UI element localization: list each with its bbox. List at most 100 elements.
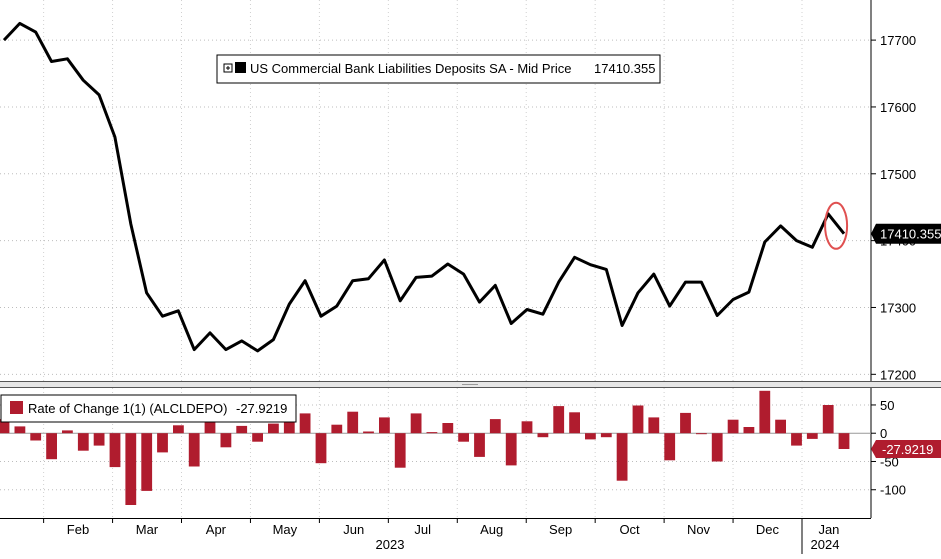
lower-y-tick-label: 0 <box>880 426 887 441</box>
lower-series-bar <box>489 419 501 434</box>
lower-series-bar <box>664 433 676 461</box>
panel-divider <box>0 381 941 388</box>
lower-legend-label: Rate of Change 1(1) (ALCLDEPO) <box>28 401 227 416</box>
lower-series-bar <box>157 433 168 453</box>
lower-series-bar <box>632 405 644 434</box>
upper-y-tick-label: 17300 <box>880 300 916 315</box>
lower-panel: 50 0 -50 -100 <box>0 388 906 518</box>
lower-series-bar <box>743 427 755 434</box>
x-tick-label: Mar <box>136 522 159 537</box>
x-tick-label: May <box>273 522 298 537</box>
lower-series-bar <box>299 413 311 434</box>
upper-y-ticks: 177001760017500174001730017200 <box>871 33 916 382</box>
upper-series-line <box>2 21 846 353</box>
x-tick-label: Apr <box>206 522 227 537</box>
lower-series-bar <box>252 433 263 442</box>
x-year-label: 2023 <box>376 537 405 552</box>
lower-series-bar <box>331 424 343 434</box>
upper-last-value-tag-shape <box>871 223 941 244</box>
upper-y-tick-label: 17500 <box>880 167 916 182</box>
lower-series-bar <box>838 433 850 449</box>
lower-series-bar <box>30 433 42 441</box>
lower-series-bar <box>125 433 137 505</box>
lower-y-tick-label: -50 <box>880 454 899 469</box>
x-tick-label: Sep <box>549 522 572 537</box>
lower-legend-box <box>0 394 297 423</box>
upper-legend-value: 17410.355 <box>594 61 655 76</box>
lower-series-bar <box>537 433 549 438</box>
lower-series-bar <box>347 411 359 434</box>
lower-series-bar <box>727 419 739 434</box>
lower-series-bar <box>616 433 628 481</box>
x-tick-label: Jul <box>414 522 431 537</box>
upper-series <box>2 21 846 353</box>
x-tick-label: Feb <box>67 522 89 537</box>
x-tick-label: Oct <box>619 522 640 537</box>
lower-series-bar <box>569 412 580 434</box>
highlight-ellipse-annotation <box>824 201 849 250</box>
lower-series-bar <box>268 423 279 434</box>
lower-series-bar <box>553 406 565 434</box>
upper-legend-swatch <box>235 62 246 73</box>
lower-series-bar <box>600 433 612 438</box>
upper-last-value-tag: 17410.355 <box>871 223 941 244</box>
lower-series-bar <box>14 426 26 434</box>
upper-last-value-tag-text: 17410.355 <box>880 227 941 242</box>
lower-series-bar <box>93 433 105 446</box>
lower-series-bar <box>236 425 248 434</box>
lower-series-bar <box>379 417 390 434</box>
lower-legend-value: -27.9219 <box>236 401 287 416</box>
lower-series-bar <box>505 433 517 466</box>
lower-series-bar <box>806 433 818 439</box>
lower-series-bar <box>188 433 200 467</box>
lower-series-bar <box>775 419 786 434</box>
upper-y-tick-label: 17200 <box>880 367 916 382</box>
upper-y-tick-label: 17600 <box>880 100 916 115</box>
upper-y-tick-label: 17700 <box>880 33 916 48</box>
lower-series <box>0 390 850 505</box>
lower-series-bar <box>648 417 660 434</box>
lower-series-bar <box>394 433 406 468</box>
lower-series-bar <box>822 405 834 434</box>
lower-last-value-tag-text: -27.9219 <box>882 442 933 457</box>
x-tick-label: Nov <box>687 522 711 537</box>
lower-y-tick-label: 50 <box>880 398 894 413</box>
lower-series-bar <box>363 431 374 434</box>
x-year-label: 2024 <box>811 537 840 552</box>
lower-series-bar <box>62 430 73 434</box>
lower-series-bar <box>680 412 691 434</box>
lower-series-bar <box>442 423 454 434</box>
lower-series-bar <box>711 433 723 462</box>
x-axis: Feb Mar Apr May Jun Jul Aug Sep Oct Nov Dec Jan 2023… <box>0 518 871 554</box>
x-tick-label: Dec <box>756 522 780 537</box>
x-tick-label: Jun <box>343 522 364 537</box>
x-tick-label: Aug <box>480 522 503 537</box>
lower-series-bar <box>585 433 596 440</box>
lower-series-bar <box>204 419 216 434</box>
lower-series-bar <box>791 433 802 446</box>
lower-series-bar <box>521 421 533 434</box>
lower-series-bar <box>109 433 121 468</box>
lower-series-bar <box>474 433 485 457</box>
lower-series-bar <box>0 419 10 434</box>
upper-legend-label: US Commercial Bank Liabilities Deposits … <box>250 61 572 76</box>
lower-series-bar <box>173 425 184 434</box>
lower-series-bar <box>315 433 327 464</box>
x-ticks: Feb Mar Apr May Jun Jul Aug Sep Oct Nov Dec Jan 2023… <box>43 518 840 554</box>
upper-legend: US Commercial Bank Liabilities Deposits … <box>216 54 661 84</box>
lower-legend: Rate of Change 1(1) (ALCLDEPO) -27.9219 <box>0 394 297 423</box>
lower-series-bar <box>759 390 771 434</box>
lower-series-bar <box>46 433 57 460</box>
lower-series-bar <box>426 432 438 434</box>
lower-y-ticks: 50 0 -50 -100 <box>871 398 906 498</box>
lower-last-value-tag-shape <box>871 439 941 458</box>
lower-legend-swatch <box>10 401 23 414</box>
upper-legend-box <box>216 54 661 84</box>
lower-last-value-tag: -27.9219 <box>871 439 941 458</box>
lower-series-bar <box>141 433 153 491</box>
lower-series-bar <box>77 433 89 451</box>
lower-series-bar <box>458 433 469 442</box>
lower-series-bar <box>410 413 422 434</box>
